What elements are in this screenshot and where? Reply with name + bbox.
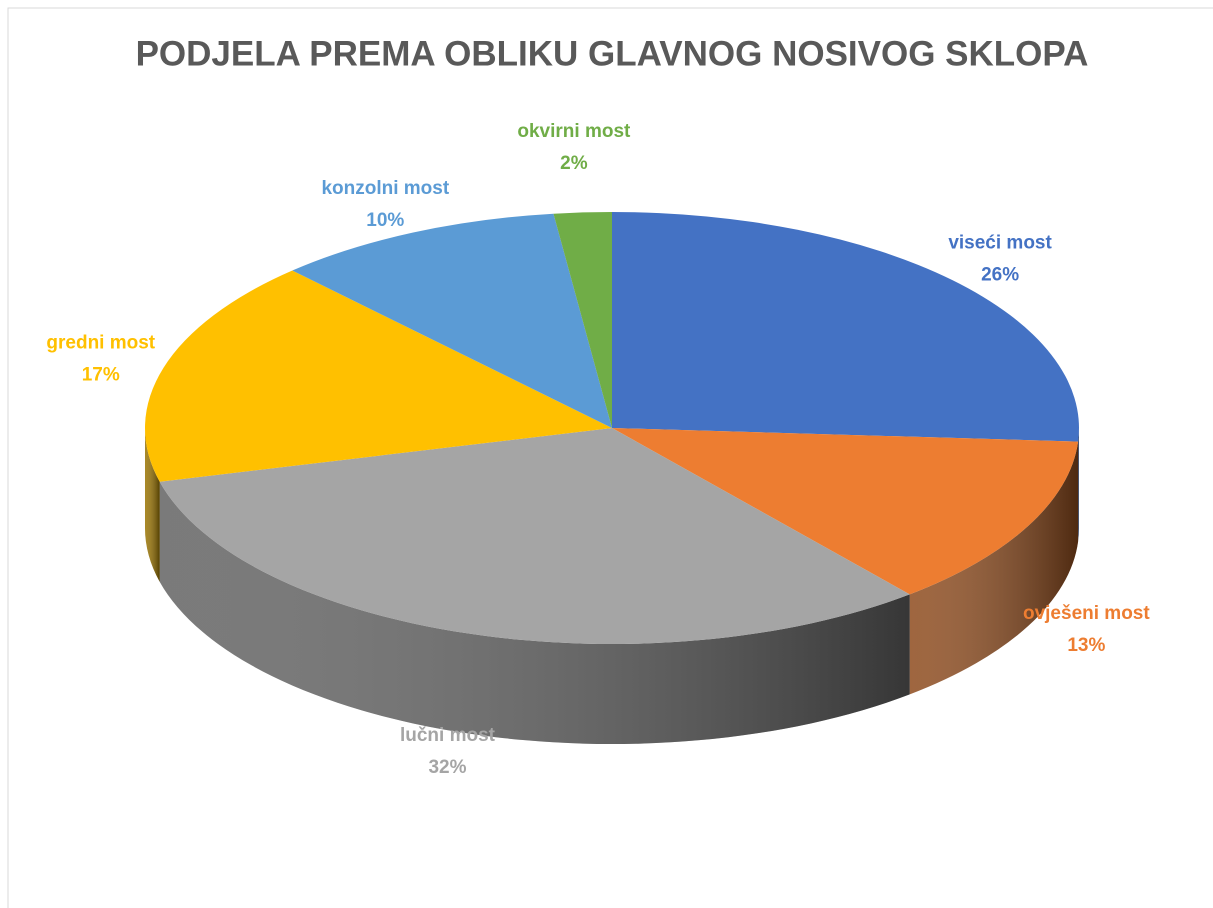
data-label-value: 2%: [560, 153, 588, 174]
slice: [553, 212, 612, 428]
data-label-name: viseći most: [948, 232, 1052, 253]
data-label-value: 32%: [428, 757, 466, 778]
pie-tops: [145, 212, 1079, 644]
pie-sides: [145, 428, 1079, 744]
slice-side-shade: [145, 428, 160, 582]
slice-side-shade: [909, 441, 1079, 695]
data-label-name: okvirni most: [517, 121, 631, 142]
data-label-value: 13%: [1067, 635, 1105, 656]
data-label-name: gredni most: [46, 332, 155, 353]
data-label-value: 26%: [981, 264, 1019, 285]
data-label-name: lučni most: [400, 725, 496, 746]
data-labels: viseći most 26% ovješeni most 13% lučni most…: [46, 121, 1150, 778]
data-label-name: konzolni most: [321, 178, 449, 199]
slice-side-shade: [159, 481, 910, 744]
data-label-name: ovješeni most: [1023, 603, 1150, 624]
slice: [159, 428, 910, 644]
slice-side-shade: [1078, 428, 1079, 542]
slice: [612, 212, 1079, 442]
slice: [292, 213, 612, 428]
slice: [612, 428, 1079, 595]
slice: [145, 270, 613, 482]
data-label-value: 10%: [366, 210, 404, 231]
data-label-value: 17%: [82, 364, 120, 385]
chart-title: PODJELA PREMA OBLIKU GLAVNOG NOSIVOG SKL…: [136, 34, 1089, 73]
